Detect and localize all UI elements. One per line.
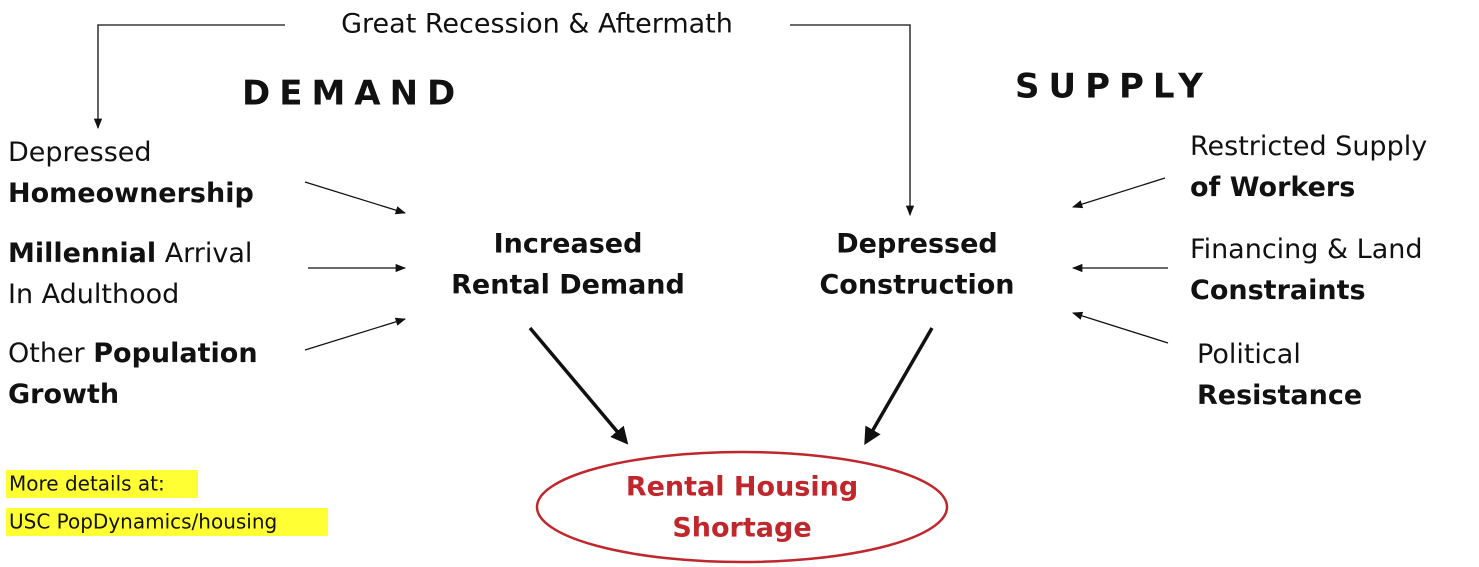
bracket-right [790,24,915,217]
text-segment: Millennial [8,238,156,269]
factor-line: Constraints [1190,275,1366,306]
note-line: USC PopDynamics/housing [9,510,277,534]
text-segment: Other [8,338,93,369]
factor-line: Millennial Arrival [8,238,252,269]
text-segment: of Workers [1190,172,1355,203]
factor-line: Political [1197,339,1301,370]
factor-line: Other Population [8,338,258,369]
text-segment: Political [1197,339,1301,370]
center-node: Construction [819,270,1014,301]
text-segment: Depressed [8,137,152,168]
highlight [6,470,198,498]
note-line: More details at: [9,472,165,496]
factor-line: Resistance [1197,380,1362,411]
factor-line: Homeownership [8,178,254,209]
center-node: Rental Demand [451,270,685,301]
text-segment: Financing & Land [1190,234,1423,265]
outcome-ellipse [535,450,949,564]
text-segment: Homeownership [8,178,254,209]
factor-line: Depressed [8,137,152,168]
text-segment: Resistance [1197,380,1362,411]
factor-line: Financing & Land [1190,234,1423,265]
outcome-label: Shortage [672,513,811,544]
top-label: Great Recession & Aftermath [341,9,733,40]
arrow [1072,311,1169,344]
bracket-left [93,24,285,130]
factor-line: Restricted Supply [1190,131,1427,162]
factor-line: In Adulthood [8,279,179,310]
connectors [93,24,1169,446]
text-segment: Arrival [156,238,252,269]
text-segment: Restricted Supply [1190,131,1427,162]
arrow [304,181,406,215]
thick-arrow [528,326,629,445]
demand-heading: DEMAND [242,74,464,114]
thick-arrow [864,327,934,446]
arrow [1072,177,1166,209]
factor-line: Growth [8,379,119,410]
outcome-label: Rental Housing [626,472,858,503]
supply-heading: SUPPLY [1015,67,1212,107]
highlight [6,508,328,536]
factor-line: of Workers [1190,172,1355,203]
arrow [304,317,406,351]
text-segment: Growth [8,379,119,410]
text-segment: In Adulthood [8,279,179,310]
text-segment: Constraints [1190,275,1366,306]
center-node: Increased [494,229,643,260]
text-segment: Population [93,338,257,369]
center-node: Depressed [836,229,997,260]
